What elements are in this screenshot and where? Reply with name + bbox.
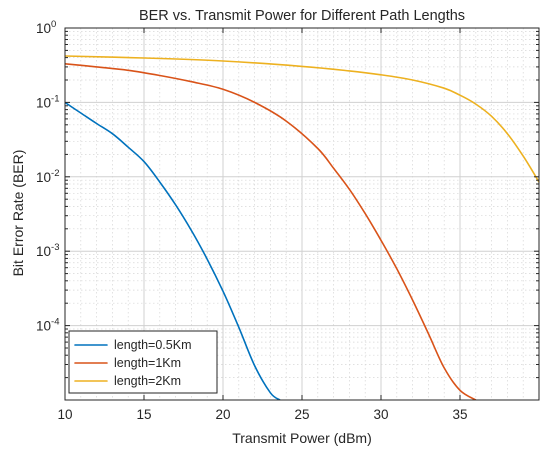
y-tick-exponent: -4 (51, 317, 59, 328)
legend: length=0.5Km length=1Km length=2Km (68, 330, 218, 394)
y-tick-exponent: -3 (51, 242, 59, 253)
x-tick-label: 10 (57, 407, 72, 422)
y-tick-label: 10-2 (36, 168, 59, 185)
x-tick-label: 20 (215, 407, 230, 422)
x-tick-labels: 10 15 20 25 30 35 (57, 407, 467, 422)
x-tick-label: 35 (452, 407, 467, 422)
series-line-1km (65, 63, 477, 400)
x-tick-label: 25 (294, 407, 309, 422)
series-line-0.5km (65, 101, 281, 400)
y-tick-label: 10-3 (36, 242, 59, 259)
series-layer (65, 55, 539, 400)
axis-ticks (64, 27, 539, 400)
y-tick-exponent: 0 (51, 19, 56, 30)
legend-label-2km: length=2Km (114, 374, 181, 388)
y-tick-labels: 100 10-1 10-2 10-3 10-4 (36, 19, 59, 334)
x-axis-label: Transmit Power (dBm) (232, 430, 372, 446)
y-axis-label: Bit Error Rate (BER) (10, 150, 26, 277)
x-tick-label: 15 (136, 407, 151, 422)
y-tick-label: 100 (36, 19, 56, 36)
legend-box (68, 330, 218, 394)
x-tick-label: 30 (373, 407, 388, 422)
y-tick-exponent: -2 (51, 168, 59, 179)
y-tick-exponent: -1 (51, 93, 59, 104)
series-line-2km (65, 55, 539, 183)
chart-title: BER vs. Transmit Power for Different Pat… (139, 8, 465, 24)
legend-label-0.5km: length=0.5Km (114, 338, 191, 352)
legend-label-1km: length=1Km (114, 356, 181, 370)
y-tick-label: 10-1 (36, 93, 59, 110)
y-tick-label: 10-4 (36, 317, 59, 334)
